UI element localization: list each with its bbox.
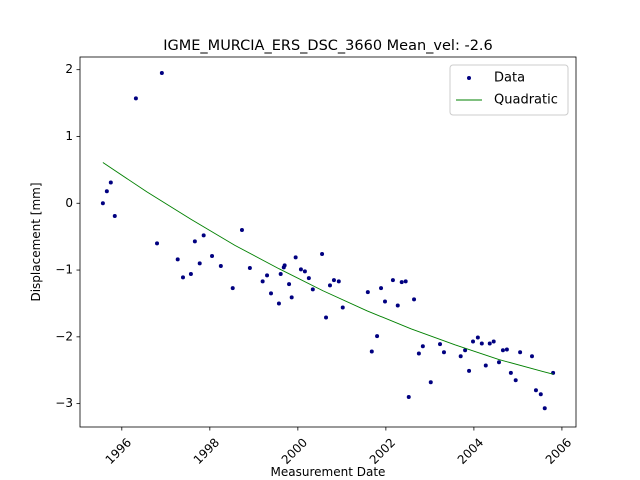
legend-label: Data [494, 71, 525, 86]
data-point [533, 388, 538, 393]
data-point [496, 360, 501, 365]
fit-line [102, 162, 554, 375]
data-point [287, 282, 292, 287]
data-point [197, 261, 202, 266]
data-point [112, 213, 117, 218]
data-point [201, 233, 206, 238]
data-point [542, 406, 547, 411]
data-point [320, 252, 325, 257]
y-tick-label: −3 [55, 396, 73, 410]
data-point [458, 354, 463, 359]
data-point [369, 349, 374, 354]
data-point [365, 290, 370, 295]
data-point [230, 286, 235, 291]
data-point [529, 354, 534, 359]
data-point [100, 201, 105, 206]
data-point [306, 276, 311, 281]
data-point [192, 239, 197, 244]
data-point [475, 335, 480, 340]
data-point [487, 341, 492, 346]
data-point [278, 272, 283, 277]
data-point [406, 394, 411, 399]
data-point [399, 280, 404, 285]
data-point [467, 368, 472, 373]
data-point [180, 275, 185, 280]
data-point [276, 301, 281, 306]
data-point [336, 279, 341, 284]
data-point [518, 350, 523, 355]
data-point [331, 278, 336, 283]
data-point [513, 378, 518, 383]
data-point [340, 305, 345, 310]
data-point [133, 96, 138, 101]
data-point [188, 272, 193, 277]
data-point [491, 339, 496, 344]
data-point [438, 342, 443, 347]
data-point [471, 339, 476, 344]
data-point [463, 348, 468, 353]
data-point [247, 266, 252, 271]
data-point [382, 299, 387, 304]
legend-box [449, 64, 569, 116]
data-point [269, 291, 274, 296]
data-point [428, 380, 433, 385]
data-point [327, 283, 332, 288]
y-tick-label: 1 [65, 129, 73, 143]
data-point [108, 180, 113, 185]
data-point [104, 189, 109, 194]
y-tick-label: −1 [55, 263, 73, 277]
data-point [379, 286, 384, 291]
y-tick-label: 0 [65, 196, 73, 210]
data-point [210, 254, 215, 259]
data-point [310, 287, 315, 292]
legend-label: Quadratic [494, 93, 558, 108]
data-point [175, 257, 180, 262]
data-point [420, 344, 425, 349]
data-point [155, 241, 160, 246]
data-point [282, 263, 287, 268]
data-point [508, 370, 513, 375]
data-point [412, 297, 417, 302]
data-point [260, 279, 265, 284]
data-point [395, 303, 400, 308]
data-point [416, 351, 421, 356]
data-point [239, 227, 244, 232]
y-tick-label: −2 [55, 329, 73, 343]
data-point [538, 392, 543, 397]
data-point [479, 341, 484, 346]
chart-title: IGME_MURCIA_ERS_DSC_3660 Mean_vel: -2.6 [163, 38, 493, 54]
data-point [504, 347, 509, 352]
data-point [390, 278, 395, 283]
legend-marker [467, 76, 471, 80]
data-point [403, 279, 408, 284]
data-point [441, 350, 446, 355]
y-tick-label: 2 [65, 62, 73, 76]
data-point [324, 315, 329, 320]
data-point [483, 363, 488, 368]
data-point [159, 71, 164, 76]
x-axis-label: Measurement Date [271, 465, 386, 479]
y-axis-label: Displacement [mm] [29, 182, 43, 301]
data-point [500, 348, 505, 353]
data-point [218, 264, 223, 269]
data-point [289, 295, 294, 300]
plot-frame [79, 56, 577, 428]
data-point [298, 267, 303, 272]
data-point [375, 334, 380, 339]
data-point [302, 269, 307, 274]
data-point [293, 255, 298, 260]
data-point [265, 273, 270, 278]
